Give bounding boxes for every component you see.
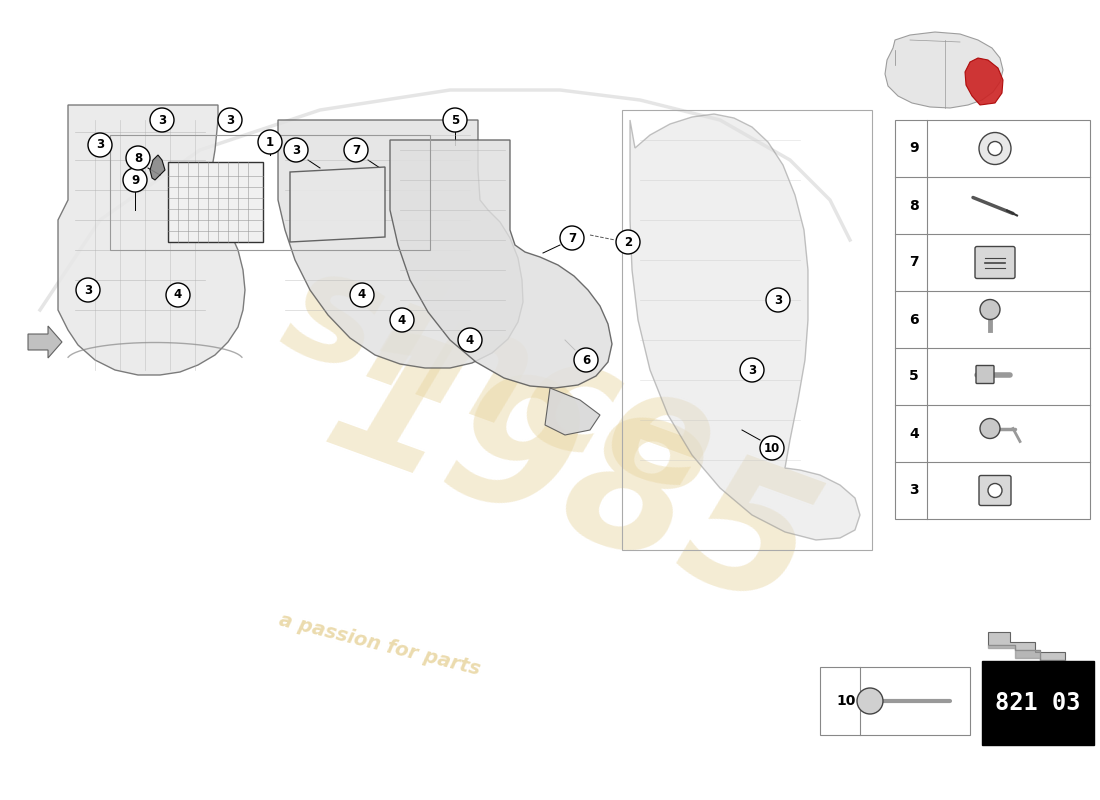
Bar	[820, 667, 970, 735]
Polygon shape	[544, 388, 600, 435]
Bar	[621, 110, 872, 550]
FancyBboxPatch shape	[975, 246, 1015, 278]
Text: 10: 10	[836, 694, 856, 708]
Circle shape	[443, 108, 468, 132]
Polygon shape	[278, 120, 522, 368]
Text: 3: 3	[774, 294, 782, 306]
Circle shape	[857, 688, 883, 714]
Polygon shape	[150, 155, 165, 180]
Circle shape	[150, 108, 174, 132]
Text: a passion for parts: a passion for parts	[277, 610, 483, 679]
Circle shape	[88, 133, 112, 157]
FancyBboxPatch shape	[979, 475, 1011, 506]
Circle shape	[760, 436, 784, 460]
Bar	[168, 162, 263, 242]
Polygon shape	[290, 167, 385, 242]
Text: 6: 6	[909, 313, 918, 326]
Circle shape	[218, 108, 242, 132]
Text: 6: 6	[582, 354, 590, 366]
FancyBboxPatch shape	[976, 366, 994, 383]
Text: 10: 10	[763, 442, 780, 454]
Polygon shape	[28, 326, 62, 358]
Circle shape	[980, 418, 1000, 438]
Text: 3: 3	[909, 483, 918, 498]
Polygon shape	[965, 58, 1003, 105]
Polygon shape	[988, 645, 1065, 668]
Bar	[110, 135, 430, 250]
Text: 3: 3	[226, 114, 234, 126]
Circle shape	[344, 138, 369, 162]
Bar	[982, 661, 1094, 745]
Circle shape	[123, 168, 147, 192]
Text: 4: 4	[398, 314, 406, 326]
Circle shape	[980, 299, 1000, 319]
Text: 5: 5	[909, 370, 918, 383]
Circle shape	[616, 230, 640, 254]
Circle shape	[258, 130, 282, 154]
Polygon shape	[58, 105, 245, 375]
Text: 7: 7	[352, 143, 360, 157]
Text: 3: 3	[84, 283, 92, 297]
Text: 4: 4	[909, 426, 918, 441]
Text: 1: 1	[266, 135, 274, 149]
Circle shape	[76, 278, 100, 302]
Circle shape	[390, 308, 414, 332]
Text: since: since	[265, 234, 735, 526]
Text: 4: 4	[466, 334, 474, 346]
Text: 4: 4	[358, 289, 366, 302]
Polygon shape	[390, 140, 612, 388]
Circle shape	[988, 142, 1002, 155]
Circle shape	[166, 283, 190, 307]
Bar	[895, 120, 1090, 519]
Text: 7: 7	[568, 231, 576, 245]
Text: 9: 9	[909, 142, 918, 155]
Text: 821 03: 821 03	[996, 691, 1080, 715]
Text: 3: 3	[158, 114, 166, 126]
Circle shape	[979, 133, 1011, 165]
Polygon shape	[988, 632, 1065, 660]
Text: 2: 2	[624, 235, 632, 249]
Circle shape	[126, 146, 150, 170]
Text: 9: 9	[131, 174, 139, 186]
Polygon shape	[886, 32, 1003, 108]
Text: 1985: 1985	[304, 311, 836, 649]
Circle shape	[574, 348, 598, 372]
Circle shape	[988, 483, 1002, 498]
Text: 3: 3	[96, 138, 104, 151]
Circle shape	[560, 226, 584, 250]
Circle shape	[766, 288, 790, 312]
Text: 7: 7	[909, 255, 918, 270]
Polygon shape	[630, 114, 860, 540]
Text: 8: 8	[134, 151, 142, 165]
Text: 5: 5	[451, 114, 459, 126]
Text: 4: 4	[174, 289, 183, 302]
Text: 3: 3	[292, 143, 300, 157]
Text: 8: 8	[909, 198, 918, 213]
Circle shape	[458, 328, 482, 352]
Text: 3: 3	[748, 363, 756, 377]
Circle shape	[350, 283, 374, 307]
Circle shape	[284, 138, 308, 162]
Circle shape	[740, 358, 764, 382]
